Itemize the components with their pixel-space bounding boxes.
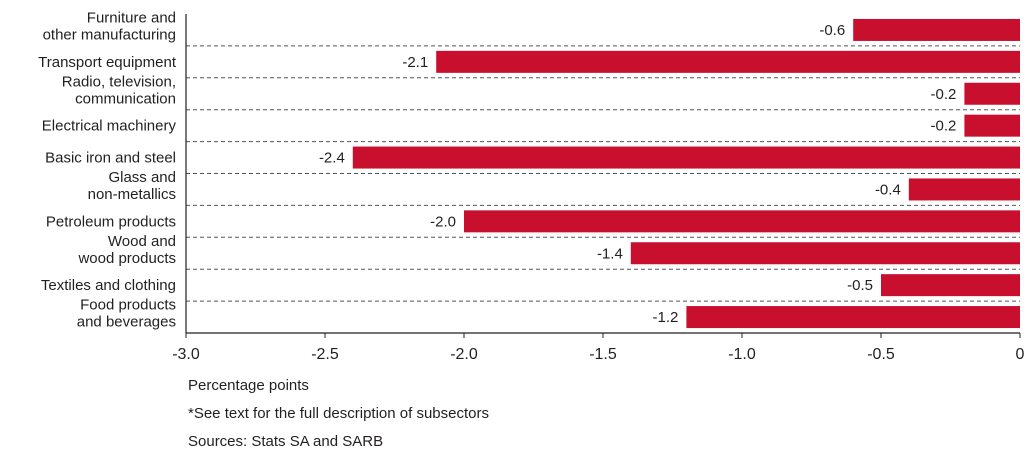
x-tick-label: -1.5 [589,346,617,363]
category-label: Glass and [108,169,176,186]
value-label: -2.0 [430,213,456,230]
bar [464,210,1020,233]
value-label: -0.2 [931,86,957,103]
category-label: Petroleum products [46,213,176,230]
category-label: other manufacturing [43,26,176,43]
bar [908,178,1020,201]
bar [964,82,1020,105]
value-label: -2.4 [319,150,345,167]
category-label: Textiles and clothing [41,277,176,294]
x-axis-label: Percentage points [188,377,309,394]
x-tick-label: 0 [1016,346,1025,363]
value-label: -1.4 [597,245,623,262]
footnote: *See text for the full description of su… [188,405,489,422]
bar [436,50,1020,73]
category-label: Food products [80,297,176,314]
x-tick-label: -2.0 [450,346,478,363]
category-label: Furniture and [87,9,176,26]
category-label: Radio, television, [62,73,176,90]
bar [686,306,1020,329]
x-tick-label: -2.5 [311,346,339,363]
category-label: wood products [77,250,176,267]
value-label: -0.6 [819,22,845,39]
x-tick-label: -0.5 [867,346,895,363]
value-label: -1.2 [653,309,679,326]
category-label: and beverages [77,314,176,331]
category-label: Wood and [108,233,176,250]
category-label: Electrical machinery [42,118,177,135]
bar [881,274,1020,297]
category-label: non-metallics [88,186,176,203]
sources-note: Sources: Stats SA and SARB [188,433,384,450]
x-tick-label: -3.0 [172,346,200,363]
bar [630,242,1020,265]
value-label: -0.4 [875,181,901,198]
category-label: Basic iron and steel [45,150,176,167]
category-label: communication [75,90,176,107]
x-tick-label: -1.0 [728,346,756,363]
value-label: -2.1 [402,54,428,71]
value-label: -0.2 [931,118,957,135]
bar [853,18,1020,41]
bar [352,146,1020,169]
value-label: -0.5 [847,277,873,294]
category-label: Transport equipment [38,54,177,71]
chart-notes: Percentage points *See text for the full… [188,372,489,456]
bar [964,114,1020,137]
